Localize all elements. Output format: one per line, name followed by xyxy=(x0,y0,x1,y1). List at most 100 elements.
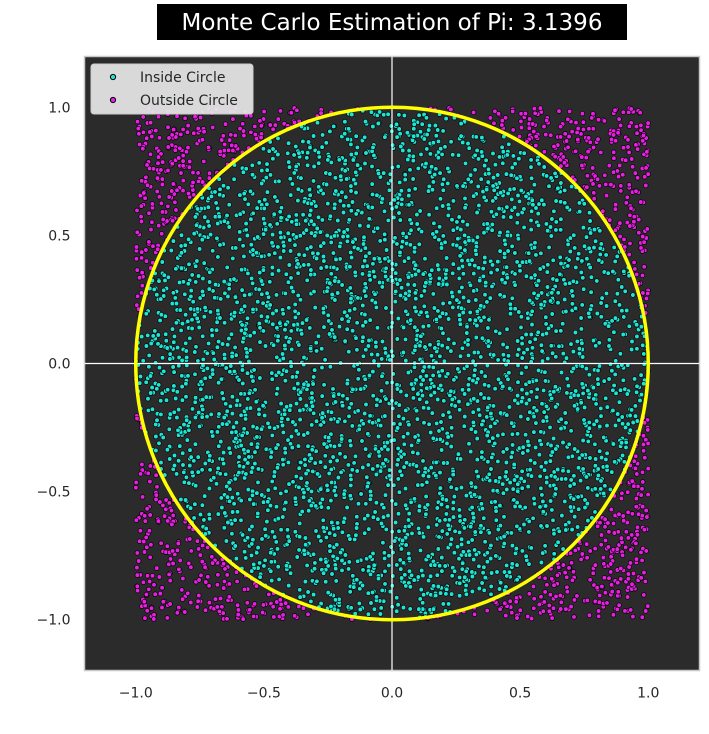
outside-point xyxy=(146,210,152,216)
inside-point xyxy=(594,278,600,284)
inside-point xyxy=(250,306,256,313)
inside-point xyxy=(280,311,286,317)
outside-point xyxy=(203,579,209,585)
inside-point xyxy=(362,376,368,382)
inside-point xyxy=(267,222,273,228)
outside-point xyxy=(151,616,157,622)
outside-point xyxy=(155,518,162,524)
inside-point xyxy=(243,555,249,561)
inside-point xyxy=(543,414,550,420)
inside-point xyxy=(383,526,389,533)
inside-point xyxy=(143,311,149,317)
inside-point xyxy=(293,143,299,150)
inside-point xyxy=(202,493,208,499)
inside-point xyxy=(397,292,404,299)
inside-point xyxy=(301,381,307,387)
inside-point xyxy=(315,149,322,156)
outside-point xyxy=(591,196,597,202)
inside-point xyxy=(200,275,206,282)
inside-point xyxy=(576,350,583,357)
inside-point xyxy=(634,333,640,340)
inside-point xyxy=(210,350,216,356)
inside-point xyxy=(327,458,334,465)
outside-point xyxy=(153,492,159,498)
inside-point xyxy=(638,391,645,398)
inside-point xyxy=(524,390,530,397)
inside-point xyxy=(323,181,330,188)
inside-point xyxy=(354,577,360,583)
inside-point xyxy=(428,353,435,359)
inside-point xyxy=(462,160,469,167)
inside-point xyxy=(212,295,218,301)
inside-point xyxy=(438,382,444,389)
inside-point xyxy=(297,407,303,414)
inside-point xyxy=(322,357,328,363)
outside-point xyxy=(636,230,642,236)
inside-point xyxy=(400,147,406,154)
inside-point xyxy=(279,415,285,422)
inside-point xyxy=(292,242,298,248)
inside-point xyxy=(518,475,524,482)
inside-point xyxy=(288,275,294,281)
outside-point xyxy=(226,581,233,587)
inside-point xyxy=(502,241,508,247)
inside-point xyxy=(611,459,618,465)
inside-point xyxy=(245,396,251,402)
inside-point xyxy=(435,138,442,145)
outside-point xyxy=(634,524,641,530)
outside-point xyxy=(546,608,552,614)
outside-point xyxy=(530,121,536,127)
inside-point xyxy=(421,303,427,309)
outside-point xyxy=(603,192,610,199)
inside-point xyxy=(535,278,542,284)
inside-point xyxy=(237,229,243,235)
inside-point xyxy=(234,397,240,404)
inside-point xyxy=(611,329,617,335)
outside-point xyxy=(587,139,593,145)
inside-point xyxy=(219,390,225,396)
outside-point xyxy=(622,608,628,614)
inside-point xyxy=(283,321,289,328)
inside-point xyxy=(272,250,278,256)
inside-point xyxy=(478,391,484,397)
inside-point xyxy=(195,469,201,475)
inside-point xyxy=(303,470,309,477)
inside-point xyxy=(519,485,525,491)
outside-point xyxy=(147,512,153,518)
inside-point xyxy=(262,220,268,227)
outside-point xyxy=(139,461,145,468)
inside-point xyxy=(553,227,559,233)
outside-point xyxy=(640,503,646,510)
inside-point xyxy=(244,535,251,541)
inside-point xyxy=(611,382,617,389)
inside-point xyxy=(178,496,184,503)
outside-point xyxy=(233,569,240,575)
inside-point xyxy=(337,451,343,457)
outside-point xyxy=(616,511,622,517)
inside-point xyxy=(191,515,197,521)
inside-point xyxy=(565,241,571,248)
inside-point xyxy=(334,457,340,464)
inside-point xyxy=(375,575,382,582)
outside-point xyxy=(144,608,150,614)
inside-point xyxy=(394,241,400,247)
inside-point xyxy=(233,402,240,408)
outside-point xyxy=(150,243,156,249)
inside-point xyxy=(255,510,261,517)
outside-point xyxy=(300,605,307,611)
inside-point xyxy=(314,578,320,584)
inside-point xyxy=(365,611,372,617)
inside-point xyxy=(322,464,328,470)
inside-point xyxy=(408,381,415,387)
inside-point xyxy=(397,179,403,186)
inside-point xyxy=(398,188,405,194)
inside-point xyxy=(591,226,598,233)
inside-point xyxy=(605,323,612,329)
inside-point xyxy=(373,594,380,600)
inside-point xyxy=(299,320,306,326)
inside-point xyxy=(201,260,207,266)
inside-point xyxy=(335,525,341,531)
outside-point xyxy=(159,604,165,611)
outside-point xyxy=(180,126,186,133)
inside-point xyxy=(233,555,240,562)
